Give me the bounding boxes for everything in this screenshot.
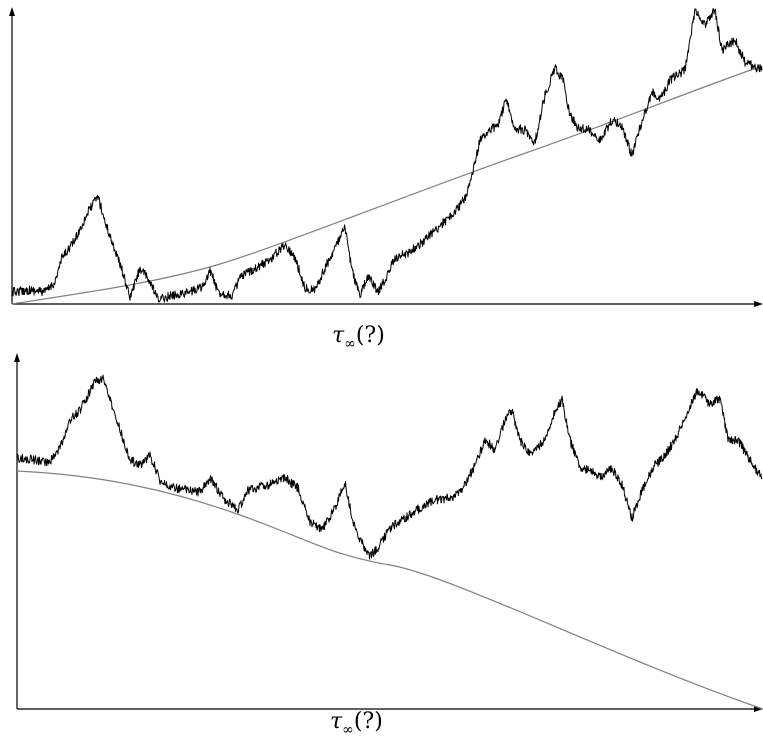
- bottom-x-label: τ∞(?): [330, 709, 383, 738]
- bottom-x-axis-arrow: [754, 706, 763, 712]
- top-random-path: [11, 8, 763, 303]
- bottom-random-path: [16, 374, 763, 560]
- bottom-y-axis-arrow: [14, 353, 20, 362]
- top-panel: τ∞(?): [9, 7, 763, 352]
- bottom-panel: τ∞(?): [14, 353, 763, 738]
- top-x-axis-arrow: [754, 301, 763, 307]
- bottom-smooth-curve: [16, 470, 763, 710]
- top-x-label: τ∞(?): [332, 323, 385, 352]
- top-y-axis-arrow: [9, 7, 15, 16]
